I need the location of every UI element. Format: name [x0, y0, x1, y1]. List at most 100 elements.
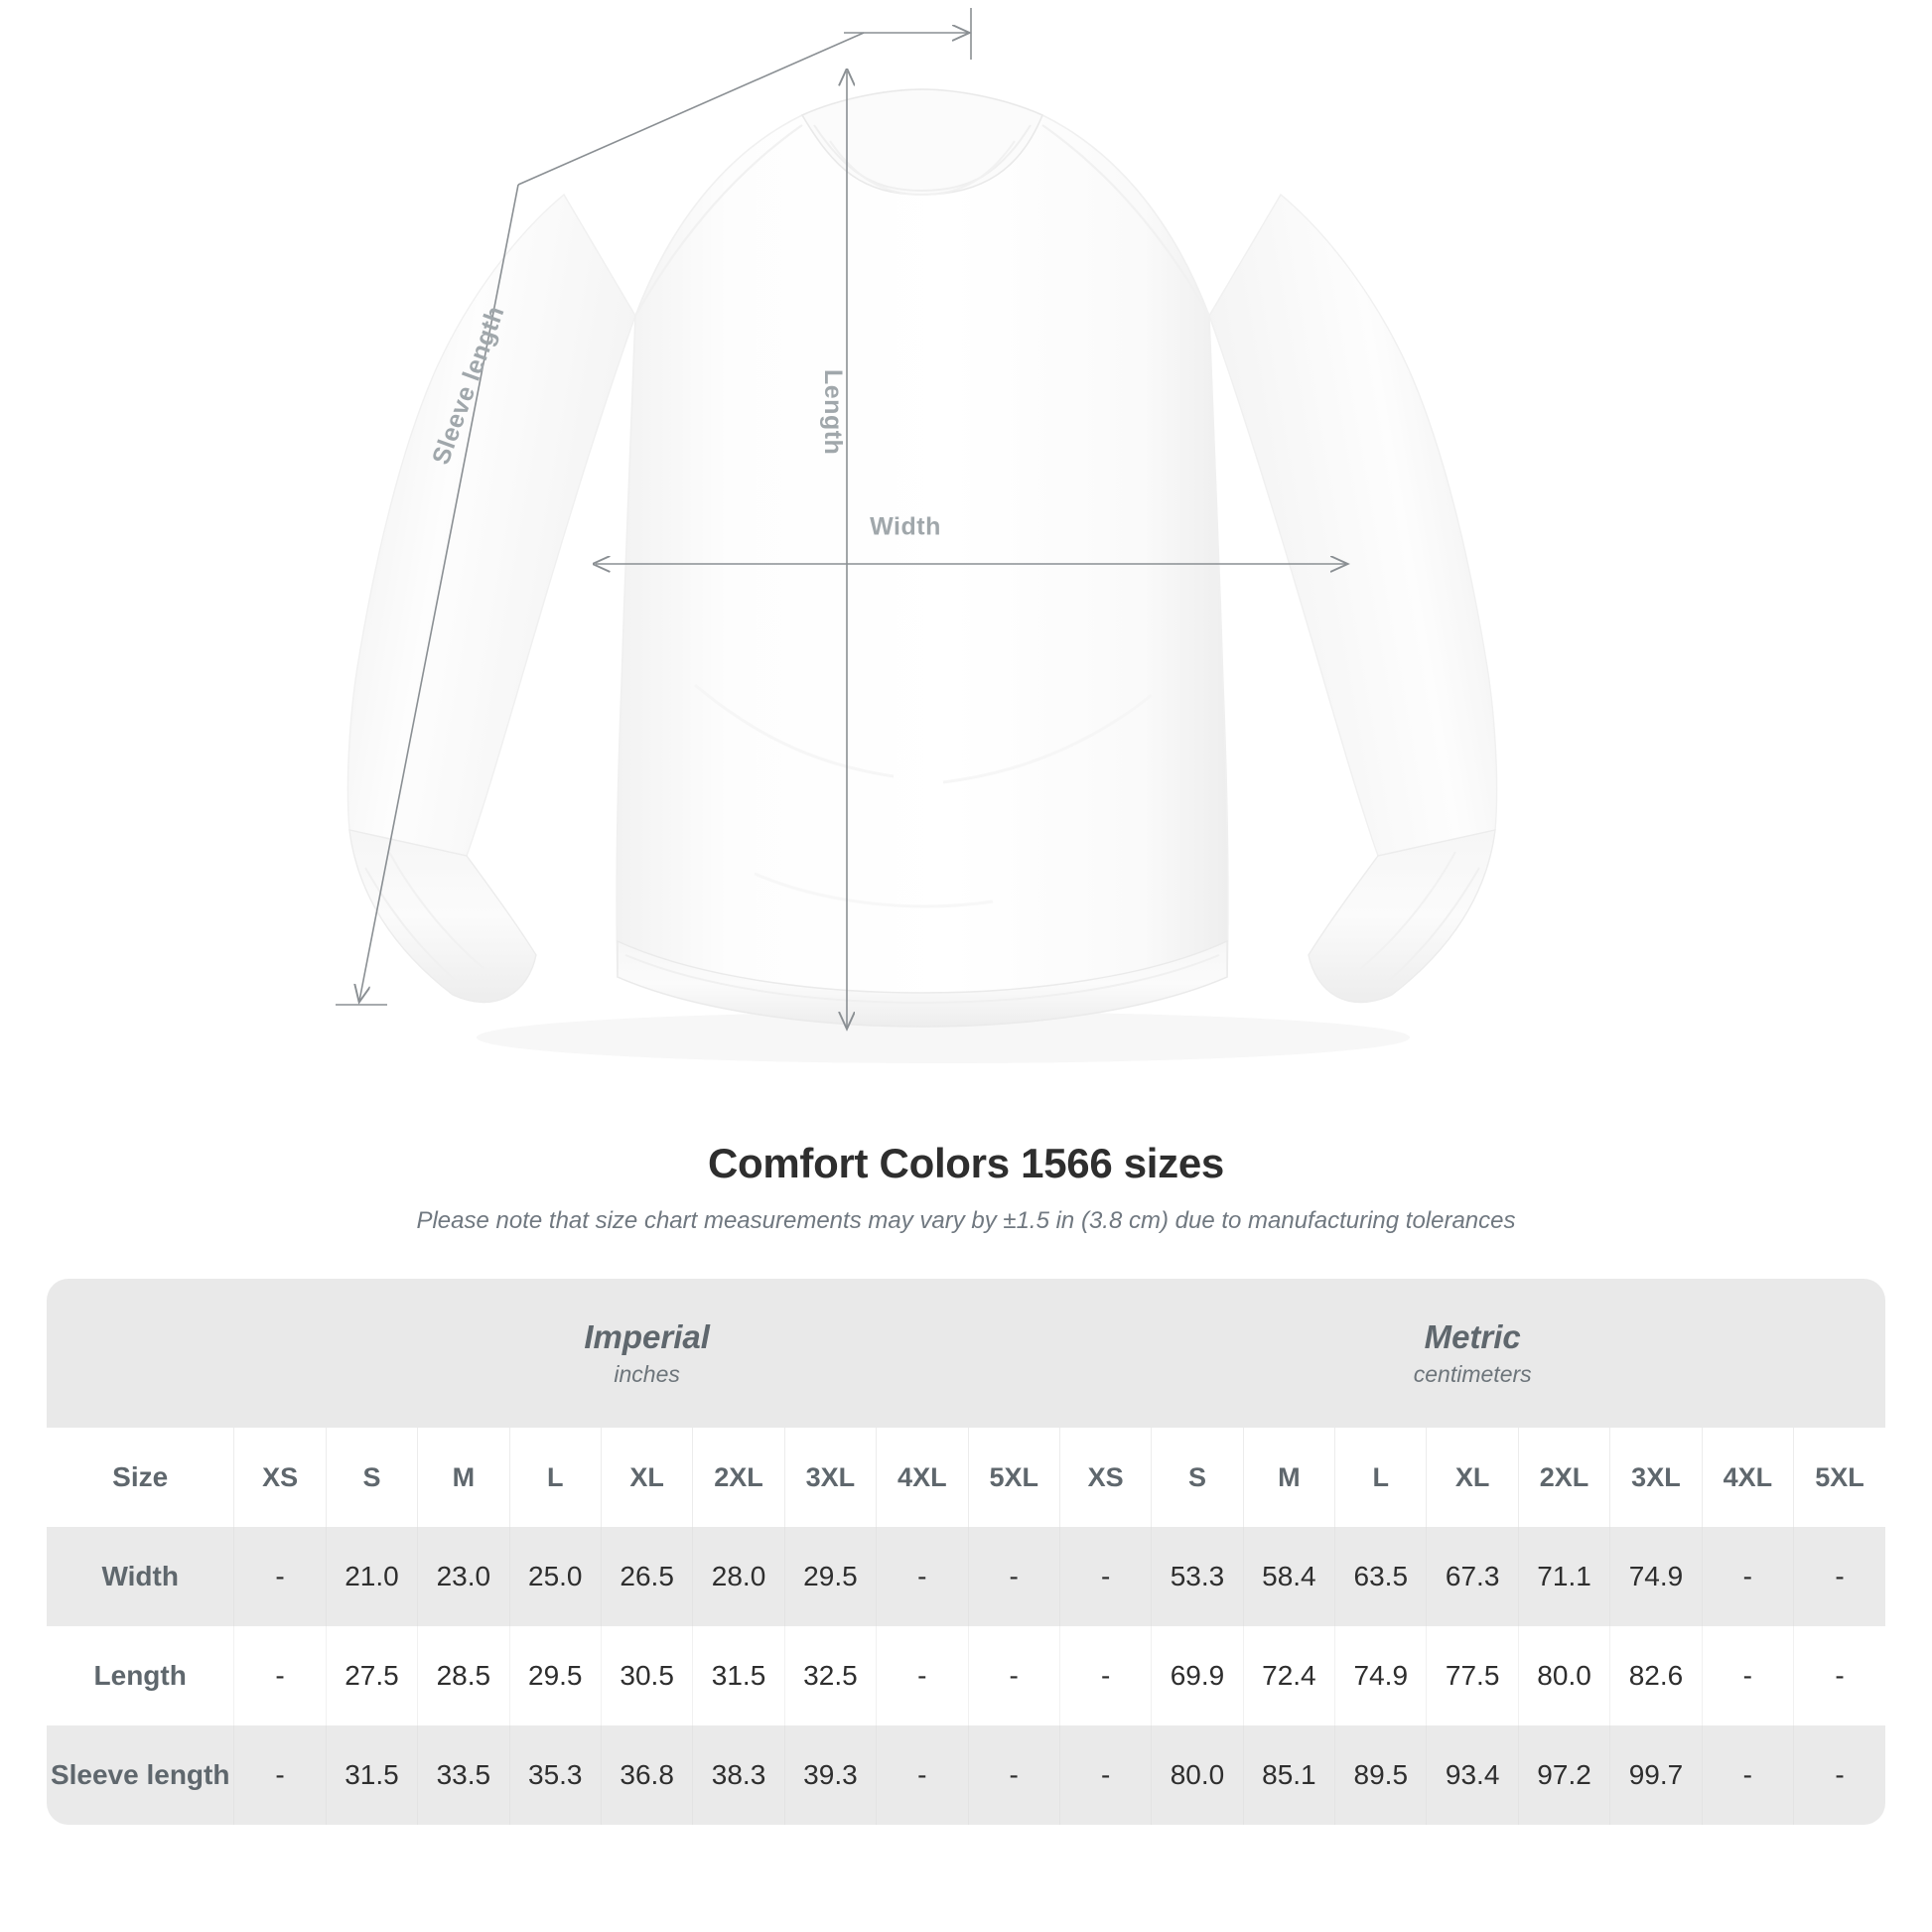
- sleeve-leader-top: [517, 32, 865, 186]
- size-header-cell: 2XL: [692, 1428, 785, 1527]
- size-header-cell: 3XL: [784, 1428, 878, 1527]
- measurement-cell: 28.0: [692, 1527, 785, 1626]
- measurement-cell: 35.3: [509, 1725, 602, 1825]
- measurement-cell: 74.9: [1609, 1527, 1703, 1626]
- measurement-cell: -: [1059, 1527, 1153, 1626]
- measurement-cell: -: [233, 1626, 327, 1725]
- measurement-cell: 85.1: [1243, 1725, 1336, 1825]
- measurement-cell: 80.0: [1518, 1626, 1611, 1725]
- measurement-cell: 26.5: [601, 1527, 694, 1626]
- system-name: Imperial: [584, 1317, 710, 1355]
- size-header-cell: M: [1243, 1428, 1336, 1527]
- measurement-cell: 29.5: [784, 1527, 878, 1626]
- measurement-cell: 28.5: [417, 1626, 510, 1725]
- measurement-cell: -: [1793, 1626, 1885, 1725]
- measurement-cell: 63.5: [1334, 1527, 1428, 1626]
- system-row-spacer: [47, 1279, 234, 1428]
- size-header-cell: XL: [601, 1428, 694, 1527]
- system-unit: inches: [614, 1361, 680, 1388]
- measurement-cell: -: [233, 1527, 327, 1626]
- measurement-cell: -: [1702, 1725, 1795, 1825]
- measurement-cell: 74.9: [1334, 1626, 1428, 1725]
- measurement-cell: 82.6: [1609, 1626, 1703, 1725]
- measurement-cell: 93.4: [1426, 1725, 1519, 1825]
- measurement-cell: -: [968, 1626, 1060, 1725]
- system-header-imperial: Imperial inches: [233, 1279, 1060, 1428]
- size-header-cell: XL: [1426, 1428, 1519, 1527]
- size-column-header: Size: [47, 1428, 235, 1527]
- measurement-cell: -: [1793, 1725, 1885, 1825]
- system-header-metric: Metric centimeters: [1059, 1279, 1885, 1428]
- size-header-cell: XS: [233, 1428, 327, 1527]
- measurement-system-row: Imperial inches Metric centimeters: [47, 1279, 1885, 1428]
- measurement-cell: -: [1793, 1527, 1885, 1626]
- size-header-cell: 4XL: [1702, 1428, 1795, 1527]
- measurement-cell: -: [968, 1725, 1060, 1825]
- measurement-cell: 23.0: [417, 1527, 510, 1626]
- measurement-cell: -: [1702, 1626, 1795, 1725]
- size-chart-container: Imperial inches Metric centimeters Size XS S M…: [47, 1279, 1885, 1825]
- page-title: Comfort Colors 1566 sizes: [707, 1140, 1224, 1186]
- measurement-cell: -: [1702, 1527, 1795, 1626]
- measurement-cell: 71.1: [1518, 1527, 1611, 1626]
- measurement-cell: 69.9: [1151, 1626, 1244, 1725]
- measurement-cell: -: [876, 1527, 969, 1626]
- sleeve-dimension-line: [359, 184, 519, 1001]
- size-header-cell: M: [417, 1428, 510, 1527]
- system-unit: centimeters: [1413, 1361, 1532, 1388]
- tolerance-note: Please note that size chart measurements…: [416, 1207, 1516, 1234]
- measurement-cell: 32.5: [784, 1626, 878, 1725]
- measurement-cell: 99.7: [1609, 1725, 1703, 1825]
- size-chart-table: Imperial inches Metric centimeters Size XS S M…: [47, 1279, 1885, 1825]
- size-header-cell: 5XL: [968, 1428, 1060, 1527]
- size-header-cell: L: [1334, 1428, 1428, 1527]
- size-header-cell: L: [509, 1428, 602, 1527]
- size-chart-body: Width -21.0 23.0 25.0 26.5 28.0 29.5- - -53.3 58.…: [47, 1527, 1885, 1825]
- measurement-cell: 27.5: [326, 1626, 419, 1725]
- measurement-cell: 58.4: [1243, 1527, 1336, 1626]
- measurement-cell: -: [1059, 1725, 1153, 1825]
- measurement-cell: 89.5: [1334, 1725, 1428, 1825]
- size-header-cell: S: [326, 1428, 419, 1527]
- measurement-cell: 30.5: [601, 1626, 694, 1725]
- measurement-cell: 77.5: [1426, 1626, 1519, 1725]
- length-label: Length: [819, 369, 847, 456]
- measurement-cell: 25.0: [509, 1527, 602, 1626]
- measurement-cell: 21.0: [326, 1527, 419, 1626]
- size-header-cell: 2XL: [1518, 1428, 1611, 1527]
- measurement-cell: 53.3: [1151, 1527, 1244, 1626]
- system-name: Metric: [1424, 1317, 1521, 1355]
- measurement-cell: -: [968, 1527, 1060, 1626]
- row-label: Sleeve length: [47, 1725, 235, 1825]
- size-header-cell: 3XL: [1609, 1428, 1703, 1527]
- measurement-cell: 72.4: [1243, 1626, 1336, 1725]
- size-header-row: Size XS S M L XL 2XL 3XL 4XL 5XL XS S M L XL 2XL 3XL 4XL 5…: [47, 1428, 1885, 1527]
- title-block: Comfort Colors 1566 sizes Please note th…: [0, 1140, 1932, 1235]
- size-header-cell: XS: [1059, 1428, 1153, 1527]
- sweatshirt-illustration: [336, 8, 1498, 1032]
- size-header-cell: S: [1151, 1428, 1244, 1527]
- measurement-cell: 80.0: [1151, 1725, 1244, 1825]
- row-label: Width: [47, 1527, 235, 1626]
- table-row: Sleeve length -31.5 33.5 35.3 36.8 38.3 39.3- -…: [47, 1725, 1885, 1825]
- measurement-cell: 33.5: [417, 1725, 510, 1825]
- measurement-cell: -: [876, 1725, 969, 1825]
- measurement-cell: -: [233, 1725, 327, 1825]
- garment-diagram: Length Width Sleeve length: [336, 8, 1498, 1032]
- measurement-cell: 97.2: [1518, 1725, 1611, 1825]
- measurement-cell: 29.5: [509, 1626, 602, 1725]
- measurement-cell: -: [1059, 1626, 1153, 1725]
- measurement-cell: 39.3: [784, 1725, 878, 1825]
- measurement-cell: 67.3: [1426, 1527, 1519, 1626]
- row-label: Length: [47, 1626, 235, 1725]
- size-header-cell: 5XL: [1793, 1428, 1885, 1527]
- measurement-cell: 31.5: [692, 1626, 785, 1725]
- measurement-cell: 36.8: [601, 1725, 694, 1825]
- measurement-cell: 31.5: [326, 1725, 419, 1825]
- size-header-cell: 4XL: [876, 1428, 969, 1527]
- table-row: Length -27.5 28.5 29.5 30.5 31.5 32.5- - -69.9 72…: [47, 1626, 1885, 1725]
- measurement-cell: -: [876, 1626, 969, 1725]
- table-row: Width -21.0 23.0 25.0 26.5 28.0 29.5- - -53.3 58.…: [47, 1527, 1885, 1626]
- measurement-cell: 38.3: [692, 1725, 785, 1825]
- width-label: Width: [870, 512, 941, 541]
